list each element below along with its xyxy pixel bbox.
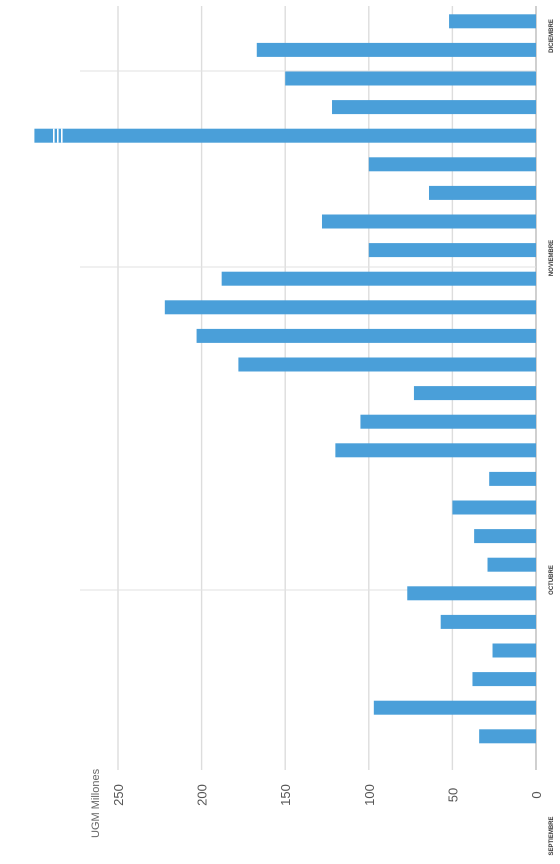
bar — [321, 214, 536, 229]
bar — [474, 529, 536, 544]
bar — [335, 443, 536, 458]
axis-break-mark — [57, 128, 59, 143]
bar — [332, 100, 536, 115]
bar — [196, 328, 537, 343]
month-label: NOVIEMBRE — [549, 240, 555, 276]
bar — [428, 185, 536, 200]
bar — [373, 700, 536, 715]
bar — [238, 357, 536, 372]
y-axis-ticks: 0 50 100 150 200 250 — [111, 784, 544, 806]
bar — [472, 672, 536, 687]
y-tick-label: 50 — [445, 788, 460, 802]
y-tick-label: 100 — [362, 784, 377, 806]
bar — [34, 128, 537, 143]
y-tick-label: 250 — [111, 784, 126, 806]
y-tick-label: 0 — [529, 791, 544, 798]
bar — [449, 14, 536, 29]
bar — [413, 386, 536, 401]
bar — [440, 614, 536, 629]
axis-break-mark — [61, 128, 63, 143]
month-label: SEPTIEMBRE — [549, 816, 555, 855]
bar — [221, 271, 536, 286]
bar — [479, 729, 536, 744]
month-labels: SEPTIEMBRE OCTUBRE NOVIEMBRE DICIEMBRE — [549, 19, 555, 855]
y-axis-label: UGM Millones — [90, 768, 102, 838]
bar — [164, 300, 537, 315]
axis-break-mark — [53, 128, 55, 143]
month-label: DICIEMBRE — [549, 19, 555, 53]
bars — [34, 14, 537, 744]
bar — [487, 557, 536, 572]
bar — [492, 643, 536, 658]
bar — [368, 157, 536, 172]
y-tick-label: 150 — [278, 784, 293, 806]
bar — [285, 71, 536, 86]
bar — [489, 471, 536, 486]
bar — [368, 243, 536, 258]
bar — [360, 414, 536, 429]
bar — [407, 586, 536, 601]
month-label: OCTUBRE — [549, 565, 555, 595]
y-tick-label: 200 — [195, 784, 210, 806]
bar — [452, 500, 536, 515]
bar — [256, 42, 536, 57]
